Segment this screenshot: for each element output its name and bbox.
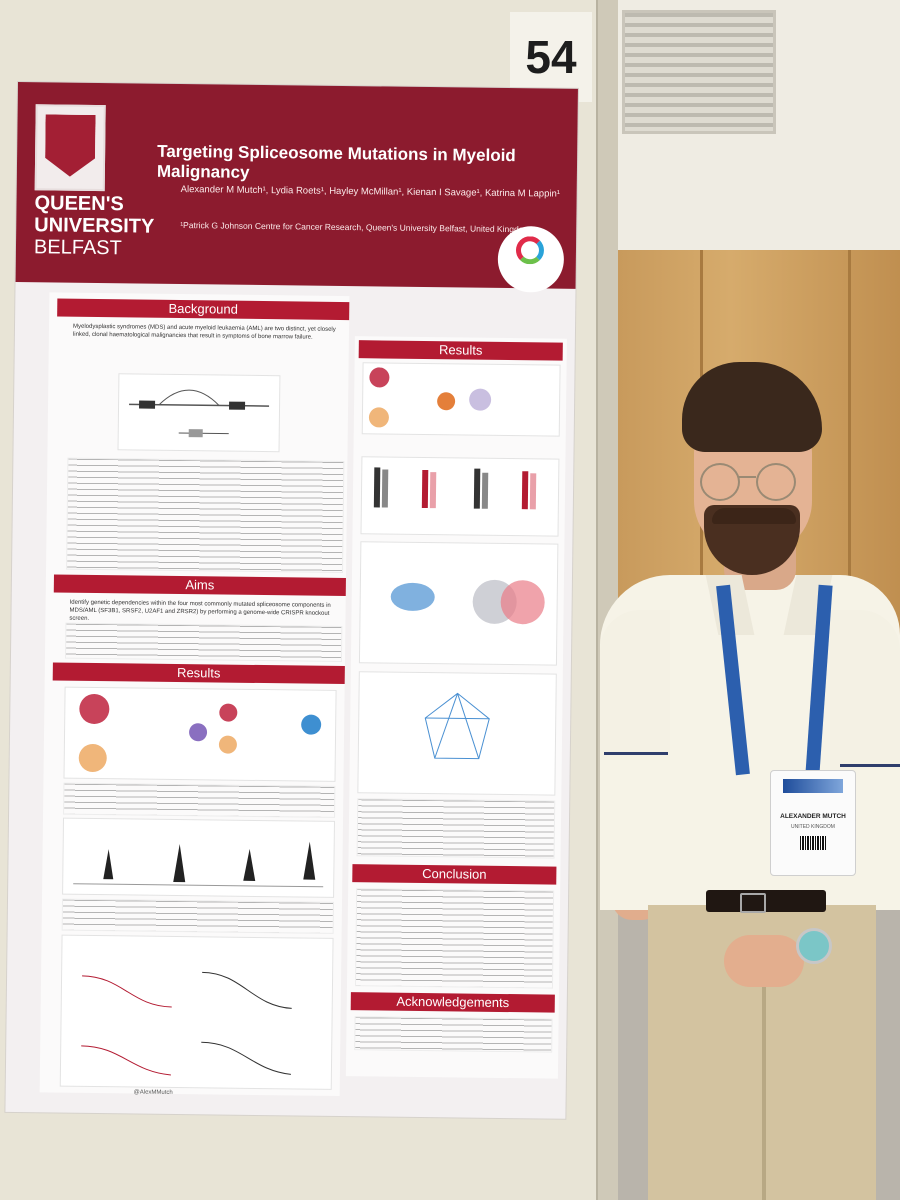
aims-text: Identify genetic dependencies within the… xyxy=(69,599,331,622)
glasses-bridge xyxy=(738,476,756,478)
bar-charts xyxy=(360,456,560,537)
wristwatch xyxy=(796,928,832,964)
twitter-handle: @AlexMMutch xyxy=(133,1089,173,1096)
violin-plots xyxy=(62,817,335,898)
glasses-right-lens xyxy=(756,463,796,501)
background-bullets xyxy=(66,457,345,574)
section-background: Background xyxy=(57,298,350,321)
conclusion-text xyxy=(354,888,555,989)
section-aims: Aims xyxy=(53,574,346,597)
section-results-right: Results xyxy=(358,340,563,361)
glasses-left-lens xyxy=(700,463,740,501)
poster-title: Targeting Spliceosome Mutations in Myelo… xyxy=(156,141,516,182)
university-name: QUEEN'S UNIVERSITY BELFAST xyxy=(33,192,155,260)
badge-country: UNITED KINGDOM xyxy=(791,824,835,830)
belt-buckle xyxy=(740,893,766,913)
figure-caption xyxy=(61,898,335,934)
sleeve-trim xyxy=(604,752,668,755)
background-text: Myelodysplastic syndromes (MDS) and acut… xyxy=(72,323,336,341)
figure-caption xyxy=(63,782,336,818)
conference-logo xyxy=(783,779,843,793)
sleeve-trim xyxy=(840,764,900,767)
poster-authors: Alexander M Mutch¹, Lydia Roets¹, Hayley… xyxy=(180,183,561,200)
booth-number-card: 54 xyxy=(510,12,592,102)
workflow-figure xyxy=(63,686,337,782)
belt xyxy=(706,890,826,912)
poster-left-column: Background Myelodysplastic syndromes (MD… xyxy=(39,292,350,1097)
university-crest xyxy=(34,104,106,192)
scatter-and-venn xyxy=(358,541,559,666)
clasped-hands xyxy=(724,935,804,987)
air-vent xyxy=(622,10,776,134)
badge-barcode xyxy=(800,836,826,850)
section-acknowledgements: Acknowledgements xyxy=(350,992,555,1013)
aims-bullets xyxy=(64,622,343,663)
research-poster: QUEEN'S UNIVERSITY BELFAST Targeting Spl… xyxy=(5,82,578,1119)
trouser-seam xyxy=(762,960,766,1200)
badge-name: ALEXANDER MUTCH xyxy=(780,813,846,820)
figure-caption xyxy=(356,798,556,859)
poster-affiliation: ¹Patrick G Johnson Centre for Cancer Res… xyxy=(180,219,531,235)
poster-right-column: Results xyxy=(345,336,567,1079)
conference-badge: ALEXANDER MUTCH UNITED KINGDOM xyxy=(770,770,856,876)
left-sleeve xyxy=(600,610,670,760)
network-diagram xyxy=(357,671,557,796)
section-conclusion: Conclusion xyxy=(352,864,557,885)
dose-response-curves xyxy=(59,934,334,1090)
acknowledgements-text xyxy=(354,1016,553,1053)
section-results-left: Results xyxy=(52,662,345,685)
splicing-diagram xyxy=(117,373,281,453)
genetic-dependency-workflow xyxy=(361,362,561,437)
poster-header: QUEEN'S UNIVERSITY BELFAST Targeting Spl… xyxy=(15,82,578,289)
right-sleeve xyxy=(830,610,900,770)
booth-number: 54 xyxy=(525,31,577,83)
mustache xyxy=(712,508,796,524)
